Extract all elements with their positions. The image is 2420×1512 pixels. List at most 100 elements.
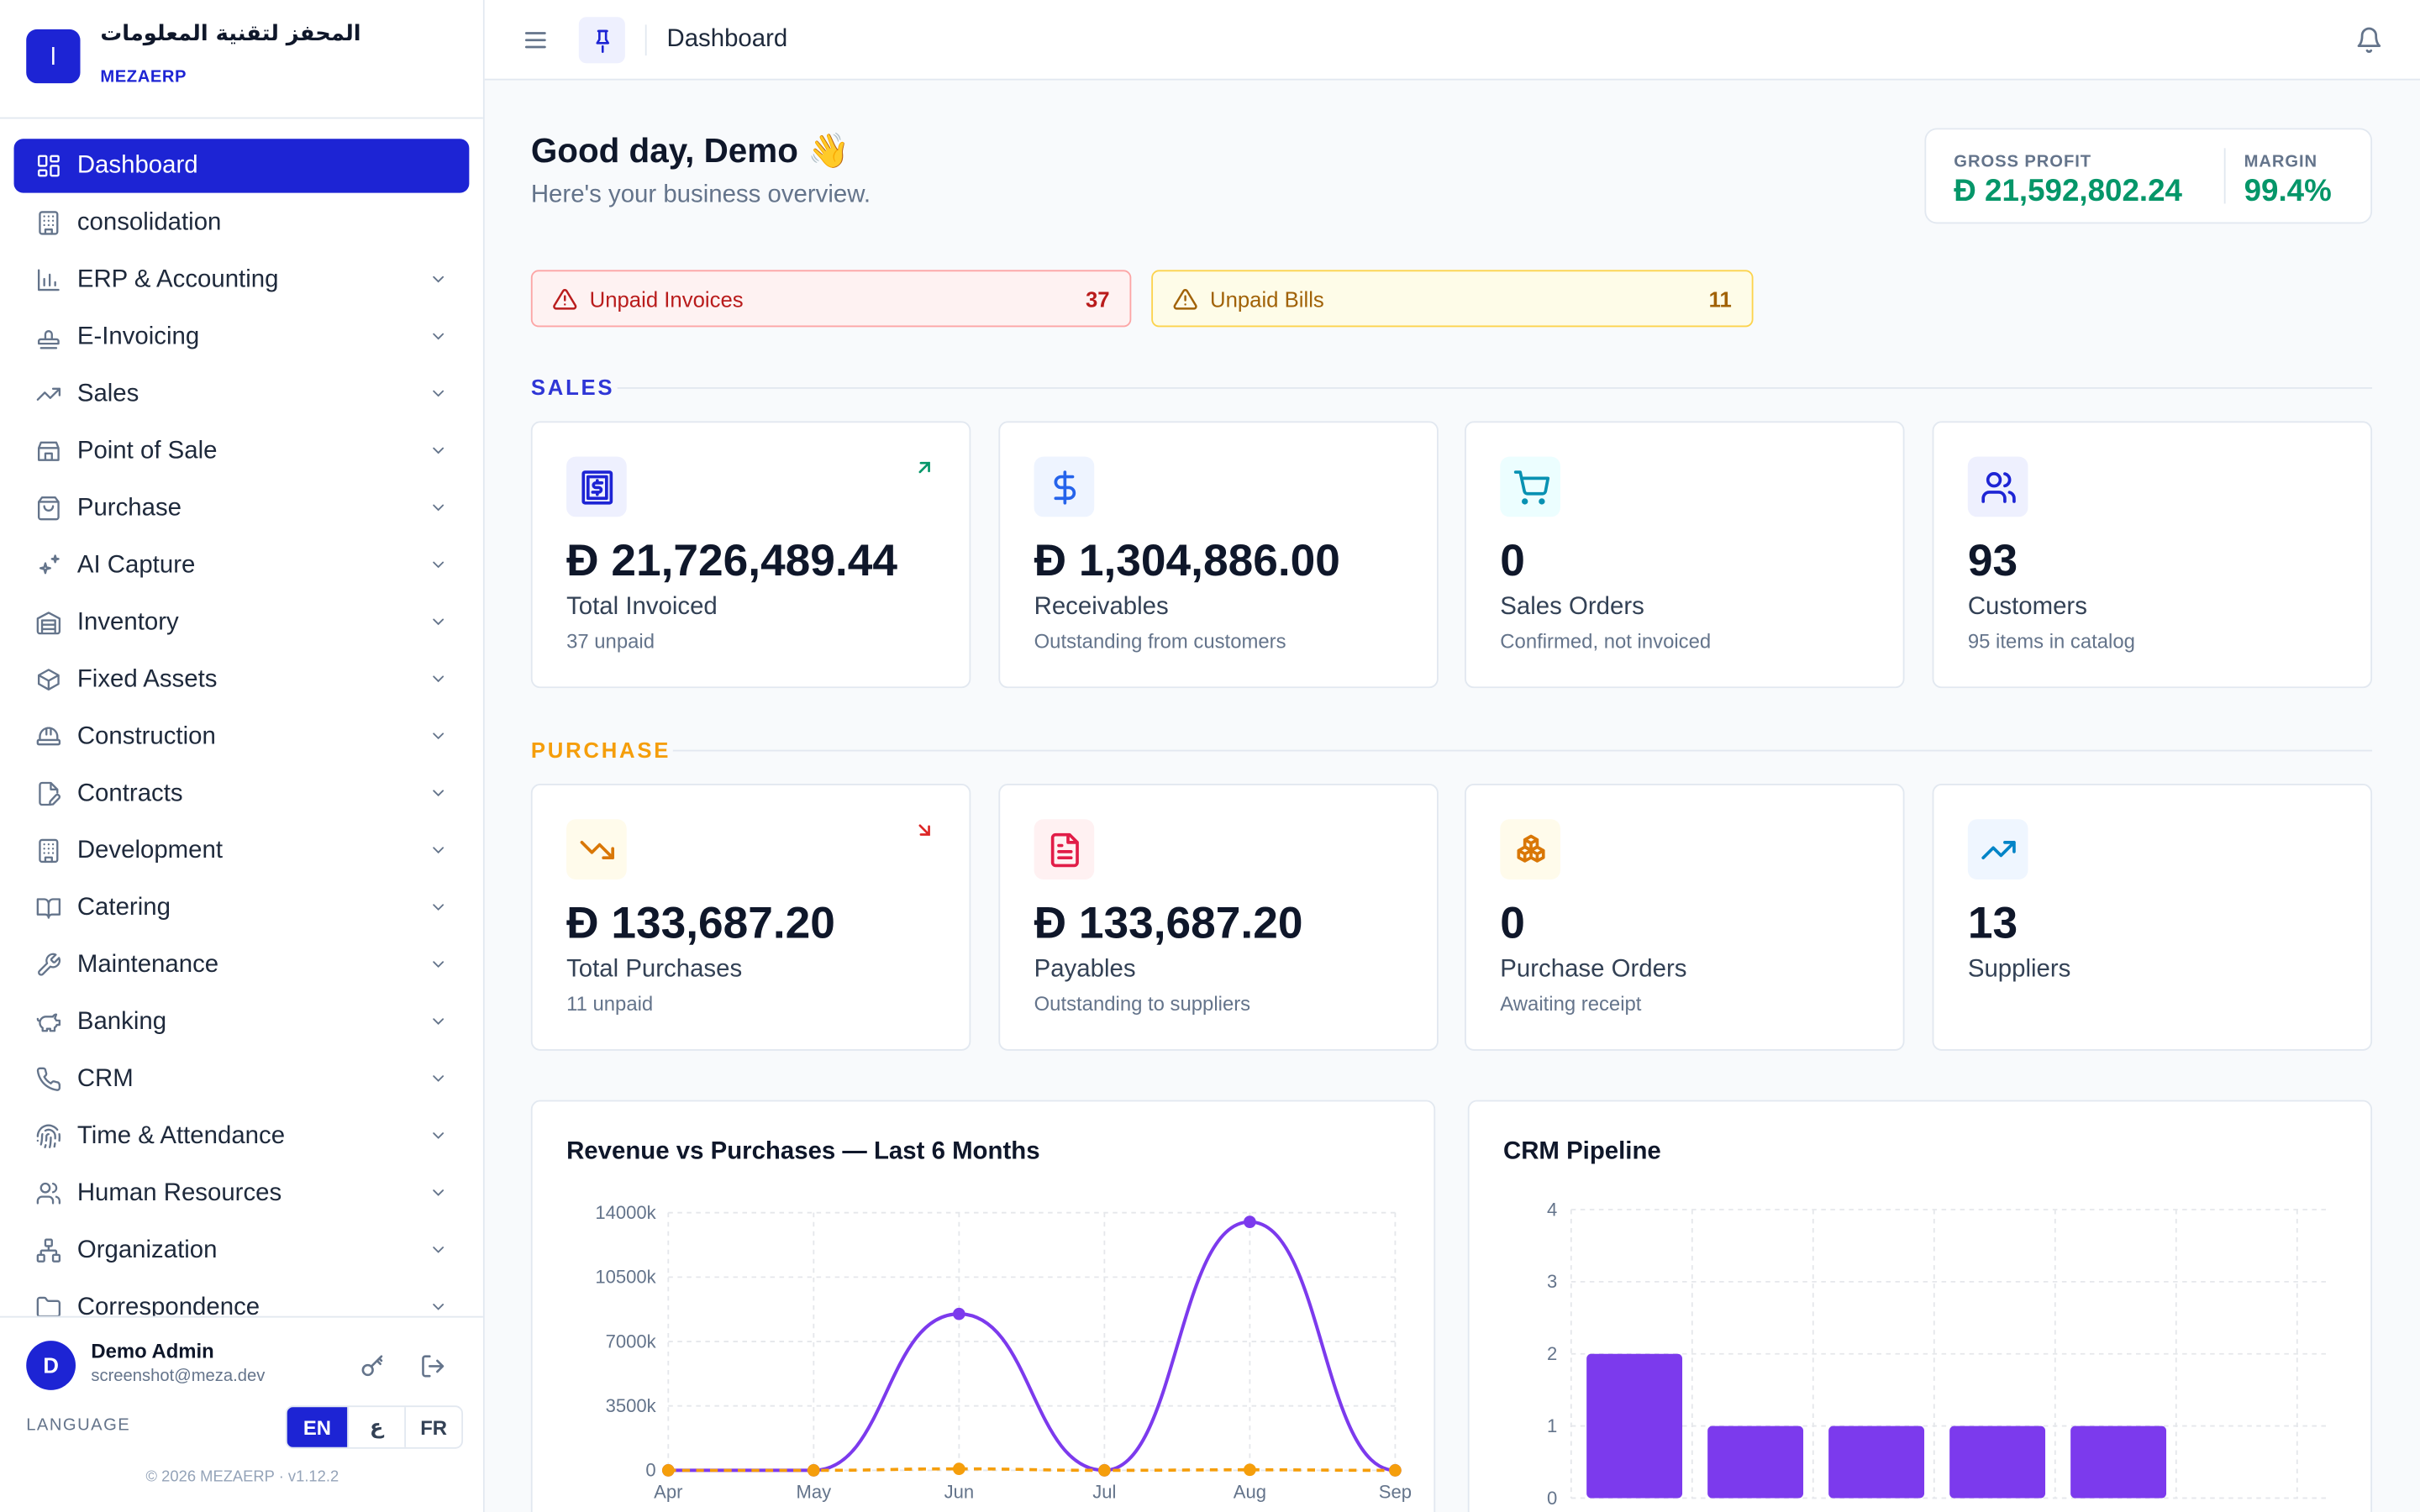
card-subtext: Outstanding from customers — [1034, 629, 1286, 653]
bell-icon[interactable] — [2355, 26, 2383, 54]
sidebar-item-label: Correspondence — [76, 1294, 260, 1320]
pin-button[interactable] — [578, 17, 625, 64]
alert-label: Unpaid Bills — [1210, 286, 1324, 312]
gross-profit-label: GROSS PROFIT — [1954, 152, 2092, 171]
sidebar-item-label: E-Invoicing — [76, 323, 200, 350]
revenue-chart-card: Revenue vs Purchases — Last 6 Months 0 35… — [530, 1100, 1436, 1512]
card-icon-box — [1034, 819, 1095, 879]
boxes-icon — [1516, 833, 1544, 862]
purchase-card-total-purchases[interactable]: Ð 133,687.20 Total Purchases 11 unpaid — [530, 784, 971, 1051]
avatar[interactable]: D — [26, 1341, 76, 1390]
shopping-bag-icon — [34, 495, 61, 522]
chevron-down-icon — [433, 1075, 445, 1082]
trending-down-icon — [579, 840, 614, 859]
sidebar-item-label: Banking — [76, 1008, 167, 1035]
warehouse-icon — [34, 609, 61, 637]
series-line-0 — [668, 1220, 1396, 1473]
pin-icon — [595, 29, 609, 53]
card-icon-box — [1034, 456, 1095, 517]
sidebar-item-purchase[interactable]: Purchase — [14, 481, 470, 535]
card-label: Customers — [1967, 594, 2087, 621]
sidebar-item-inventory[interactable]: Inventory — [14, 596, 470, 649]
chevron-down-icon — [433, 390, 445, 397]
card-subtext: 37 unpaid — [566, 629, 655, 653]
network-icon — [34, 1236, 61, 1264]
y-tick-label: 14000k — [595, 1202, 656, 1223]
unpaid-bills-alert[interactable]: Unpaid Bills 11 — [1151, 270, 1754, 328]
hard-hat-icon — [34, 723, 61, 751]
menu-icon[interactable] — [522, 26, 550, 54]
sales-card-sales-orders[interactable]: 0 Sales Orders Confirmed, not invoiced — [1465, 421, 1905, 689]
card-label: Receivables — [1034, 594, 1169, 621]
brand-name-arabic: المحفز لتقنية المعلومات — [100, 21, 361, 47]
sidebar-item-label: Sales — [76, 380, 139, 407]
sparkles-icon — [34, 552, 61, 580]
y-tick-label: 3 — [1547, 1271, 1557, 1292]
sidebar-item-banking[interactable]: Banking — [14, 995, 470, 1049]
sidebar-item-e-invoicing[interactable]: E-Invoicing — [14, 310, 470, 364]
y-tick-label: 10500k — [595, 1267, 656, 1288]
sidebar-item-sales[interactable]: Sales — [14, 367, 470, 421]
phone-icon — [35, 1067, 60, 1091]
data-point — [953, 1307, 965, 1320]
brand-logo[interactable]: ا — [26, 29, 81, 84]
sidebar-item-organization[interactable]: Organization — [14, 1224, 470, 1278]
sidebar-item-contracts[interactable]: Contracts — [14, 767, 470, 821]
series-line-1 — [668, 1467, 1396, 1473]
chevron-down-icon — [433, 618, 445, 626]
logout-icon[interactable] — [420, 1353, 446, 1379]
brand-header: ا المحفز لتقنية المعلومات MEZAERP — [0, 0, 483, 119]
lang-ar-button[interactable]: ع — [347, 1407, 404, 1447]
language-switcher: EN ع FR — [285, 1405, 464, 1449]
lang-en-button[interactable]: EN — [287, 1407, 348, 1447]
y-tick-label: 7000k — [606, 1331, 657, 1352]
bar-3 — [1949, 1425, 2046, 1499]
box-icon — [37, 669, 59, 690]
purchase-card-suppliers[interactable]: 13 Suppliers — [1932, 784, 2373, 1051]
x-tick-label: Aug — [1234, 1481, 1266, 1502]
x-tick-label: Sep — [1379, 1481, 1412, 1502]
sidebar-item-catering[interactable]: Catering — [14, 881, 470, 935]
sidebar-item-label: Fixed Assets — [76, 665, 218, 692]
card-value: Ð 133,687.20 — [1034, 899, 1303, 949]
card-label: Total Invoiced — [566, 594, 718, 621]
sidebar-item-crm[interactable]: CRM — [14, 1053, 470, 1106]
unpaid-invoices-alert[interactable]: Unpaid Invoices 37 — [530, 270, 1132, 328]
file-pen-icon — [34, 780, 61, 807]
y-tick-label: 0 — [1547, 1488, 1557, 1509]
sidebar-item-fixed-assets[interactable]: Fixed Assets — [14, 653, 470, 706]
sidebar-item-point-of-sale[interactable]: Point of Sale — [14, 424, 470, 478]
y-tick-label: 3500k — [606, 1395, 657, 1416]
chevron-down-icon — [433, 1189, 445, 1196]
sidebar-item-ai-capture[interactable]: AI Capture — [14, 538, 470, 592]
sidebar-item-label: AI Capture — [76, 551, 196, 578]
topbar-divider — [644, 24, 647, 56]
sidebar-item-time-attendance[interactable]: Time & Attendance — [14, 1110, 470, 1163]
chart-title: CRM Pipeline — [1502, 1138, 1661, 1165]
y-tick-label: 1 — [1547, 1415, 1557, 1436]
user-email: screenshot@meza.dev — [91, 1367, 266, 1386]
sidebar-item-label: consolidation — [76, 208, 222, 236]
sidebar-item-correspondence[interactable]: Correspondence — [14, 1280, 470, 1334]
sidebar-item-dashboard[interactable]: Dashboard — [13, 139, 470, 193]
lang-fr-button[interactable]: FR — [404, 1407, 461, 1447]
sidebar-item-erp-accounting[interactable]: ERP & Accounting — [14, 253, 470, 307]
x-tick-label: Jun — [944, 1481, 975, 1502]
piggy-bank-icon — [35, 1013, 60, 1032]
purchase-card-payables[interactable]: Ð 133,687.20 Payables Outstanding to suppl… — [998, 784, 1439, 1051]
sidebar-item-construction[interactable]: Construction — [14, 710, 470, 764]
sidebar-item-consolidation[interactable]: consolidation — [14, 196, 470, 249]
sales-card-receivables[interactable]: Ð 1,304,886.00 Receivables Outstanding fro… — [998, 421, 1439, 689]
sidebar-item-label: Time & Attendance — [76, 1122, 286, 1149]
sidebar-item-maintenance[interactable]: Maintenance — [14, 938, 470, 992]
trending-up-icon — [1981, 840, 2015, 859]
users-icon — [34, 1179, 61, 1207]
key-icon[interactable] — [360, 1353, 386, 1379]
sales-card-total-invoiced[interactable]: Ð 21,726,489.44 Total Invoiced 37 unpaid — [530, 421, 971, 689]
sales-card-customers[interactable]: 93 Customers 95 items in catalog — [1932, 421, 2373, 689]
purchase-card-purchase-orders[interactable]: 0 Purchase Orders Awaiting receipt — [1465, 784, 1905, 1051]
sidebar-item-development[interactable]: Development — [14, 824, 470, 878]
y-tick-label: 4 — [1547, 1199, 1557, 1220]
gross-profit-card: GROSS PROFIT Ð 21,592,802.24 MARGIN 99.4… — [1924, 128, 2373, 224]
sidebar-item-human-resources[interactable]: Human Resources — [14, 1167, 470, 1221]
